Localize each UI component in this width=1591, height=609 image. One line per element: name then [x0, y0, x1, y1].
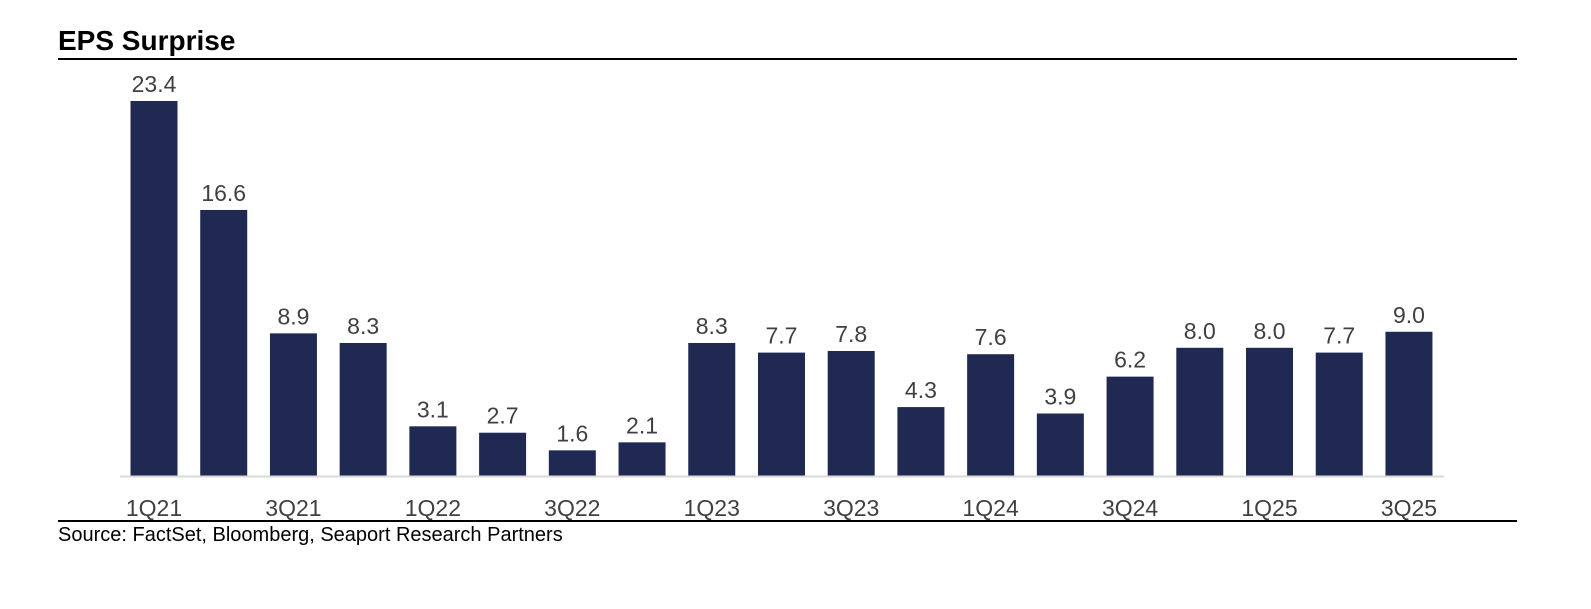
bar-2q21	[200, 209, 248, 476]
data-label-4q22: 2.1	[626, 412, 658, 438]
data-label-3q25: 9.0	[1393, 302, 1425, 328]
data-label-1q24: 7.6	[975, 324, 1007, 350]
bar-1q21	[130, 101, 178, 476]
bar-3q21	[269, 333, 317, 476]
data-label-3q24: 6.2	[1114, 347, 1146, 373]
x-tick-label-3q25: 3Q25	[1381, 495, 1437, 521]
data-label-3q23: 7.8	[835, 321, 867, 347]
x-tick-label-3q21: 3Q21	[265, 495, 321, 521]
bar-1q24	[967, 354, 1015, 476]
bar-1q25	[1246, 347, 1294, 476]
bar-4q23	[897, 407, 945, 476]
source-note: Source: FactSet, Bloomberg, Seaport Rese…	[58, 524, 563, 546]
data-label-4q23: 4.3	[905, 377, 937, 403]
data-label-2q25: 7.7	[1323, 323, 1355, 349]
x-tick-label-3q22: 3Q22	[544, 495, 600, 521]
bar-1q22	[409, 426, 457, 476]
x-tick-label-1q25: 1Q25	[1241, 495, 1297, 521]
bar-2q22	[479, 432, 527, 476]
bar-4q24	[1176, 347, 1224, 476]
bar-2q23	[757, 352, 805, 476]
x-tick-label-3q24: 3Q24	[1102, 495, 1158, 521]
data-label-2q22: 2.7	[487, 403, 519, 429]
bar-3q22	[548, 450, 596, 476]
x-tick-label-1q22: 1Q22	[405, 495, 461, 521]
data-label-3q22: 1.6	[556, 420, 588, 446]
title-divider	[58, 58, 1517, 60]
data-label-1q21: 23.4	[132, 71, 177, 97]
x-tick-label-1q23: 1Q23	[684, 495, 740, 521]
data-label-4q21: 8.3	[347, 313, 379, 339]
bar-4q22	[618, 442, 666, 476]
x-tick-labels-group: 1Q21 3Q21 1Q22 3Q22 1Q23 3Q23 1Q24 3Q24 1Q25 3Q25	[126, 495, 1437, 521]
bars-group	[130, 101, 1433, 476]
data-label-3q21: 8.9	[277, 303, 309, 329]
data-label-2q23: 7.7	[765, 323, 797, 349]
bar-4q21	[339, 342, 387, 476]
data-label-2q21: 16.6	[201, 180, 246, 206]
bar-3q24	[1106, 376, 1154, 476]
data-label-1q23: 8.3	[696, 313, 728, 339]
data-label-1q25: 8.0	[1254, 318, 1286, 344]
bar-3q23	[827, 351, 875, 476]
chart-title: EPS Surprise	[58, 25, 236, 56]
bar-2q25	[1315, 352, 1363, 476]
source-divider	[58, 520, 1517, 522]
x-tick-label-3q23: 3Q23	[823, 495, 879, 521]
x-tick-label-1q21: 1Q21	[126, 495, 182, 521]
data-label-4q24: 8.0	[1184, 318, 1216, 344]
bar-1q23	[688, 342, 736, 476]
bar-2q24	[1036, 413, 1084, 476]
data-label-2q24: 3.9	[1044, 384, 1076, 410]
x-tick-label-1q24: 1Q24	[963, 495, 1019, 521]
value-labels-group: 23.4 16.6 8.9 8.3 3.1 2.7 1.6 2.1 8.3 7.7 7.8 4.3 7.…	[132, 71, 1425, 446]
data-label-1q22: 3.1	[417, 396, 449, 422]
bar-3q25	[1385, 331, 1433, 476]
